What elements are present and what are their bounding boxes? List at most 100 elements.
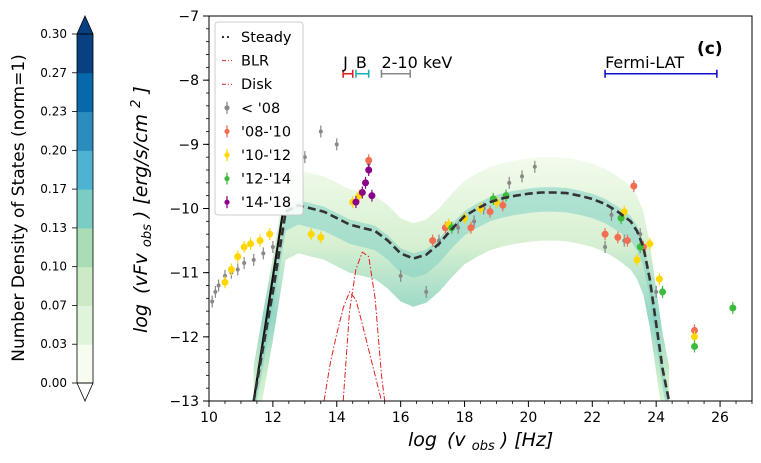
data-point [247, 240, 255, 248]
data-point [623, 237, 631, 245]
legend-label: BLR [241, 54, 269, 70]
x-axis-title-unit: ) [Hz] [499, 429, 554, 451]
colorbar-tick-label: 0.17 [40, 182, 67, 196]
legend-item: '12-'14 [224, 172, 291, 188]
colorbar-extend-bottom [76, 382, 94, 402]
data-point [429, 237, 437, 245]
x-tick-label: 20 [519, 410, 537, 426]
legend-item: Disk [222, 77, 273, 93]
band-label: Fermi-LAT [605, 53, 684, 72]
y-axis-title-sub: obs [140, 224, 155, 247]
y-tick-label: −12 [169, 330, 199, 346]
x-tick-label: 16 [392, 410, 410, 426]
x-tick-label: 22 [583, 410, 601, 426]
data-point [507, 180, 512, 185]
data-point [614, 233, 622, 241]
legend-label: Steady [241, 30, 292, 46]
legend-item: '14-'18 [224, 195, 291, 211]
data-point [486, 208, 494, 216]
legend-item: '08-'10 [224, 124, 291, 140]
data-point [365, 166, 373, 174]
data-point [691, 342, 699, 350]
band-b: B [355, 53, 370, 78]
data-point [499, 201, 507, 209]
data-point [358, 188, 366, 196]
colorbar-tick-label: 0.20 [40, 143, 67, 157]
legend-label: '12-'14 [241, 172, 291, 188]
x-axis-title-main: log [408, 429, 437, 451]
data-point [603, 245, 608, 249]
legend-swatch-marker [224, 128, 230, 134]
colorbar-tick-label: 0.03 [40, 337, 67, 351]
y-axis-title-var: (vFv [130, 252, 152, 294]
x-tick-label: 12 [264, 410, 282, 426]
data-point [221, 278, 229, 286]
colorbar-tick-label: 0.30 [40, 27, 67, 41]
x-tick-label: 10 [200, 410, 218, 426]
legend-item: < '08 [224, 101, 280, 117]
legend-swatch-marker [224, 152, 230, 158]
band-label: B [356, 53, 367, 72]
panel-label: (c) [697, 39, 723, 59]
legend-item: Steady [222, 30, 292, 46]
data-point [251, 257, 256, 262]
y-axis-title: log (vFv obs ) [erg/s/cm 2 ] [123, 86, 156, 333]
y-axis-title-sup: 2 [129, 100, 144, 108]
data-points-layer [210, 125, 737, 353]
colorbar-tick-label: 0.00 [40, 376, 67, 390]
legend-label: '14-'18 [241, 195, 291, 211]
data-point [532, 164, 537, 169]
y-tick-label: −13 [169, 394, 199, 410]
y-tick-label: −7 [178, 9, 199, 25]
colorbar-tick-label: 0.07 [40, 298, 67, 312]
colorbar-segment [77, 266, 93, 306]
data-point [256, 237, 264, 245]
data-point [235, 267, 240, 272]
legend-label: < '08 [241, 101, 280, 117]
data-point [222, 273, 227, 278]
data-point [601, 230, 609, 238]
data-point [317, 233, 325, 241]
data-point [620, 208, 628, 216]
legend-label: '10-'12 [241, 148, 291, 164]
data-point [368, 192, 376, 200]
series--14-18 [352, 164, 376, 209]
colorbar-label: Number Density of States (norm=1) [9, 54, 29, 362]
disk-model-line [342, 251, 386, 401]
x-tick-label: 18 [456, 410, 474, 426]
data-point [630, 182, 638, 190]
colorbar-segment [77, 72, 93, 113]
data-point [227, 265, 235, 273]
colorbar-tick-label: 0.13 [40, 221, 67, 235]
data-point [234, 253, 242, 261]
legend-items: Steady BLR Disk < '08 '08-'10 '10-'12 '12-'14 '… [222, 30, 292, 211]
colorbar: 0.00 0.03 0.07 0.10 0.13 0.17 0.20 0.23 0.27 0.30… [9, 15, 94, 402]
blr-model-line [323, 290, 382, 401]
state-density-band [253, 157, 669, 401]
data-point [240, 243, 248, 251]
colorbar-segment [77, 344, 93, 384]
data-point [398, 273, 403, 278]
y-axis-title-main: log [130, 304, 152, 333]
x-axis-title: log (v obs ) [Hz] [408, 429, 553, 455]
data-point [266, 230, 274, 238]
legend-swatch-marker [224, 199, 230, 205]
band-label: J [342, 53, 348, 72]
data-point [318, 129, 323, 134]
legend-label: '08-'10 [241, 124, 291, 140]
data-point [362, 179, 370, 187]
data-point [467, 224, 475, 232]
y-tick-label: −8 [178, 73, 199, 89]
legend: Steady BLR Disk < '08 '08-'10 '10-'12 '12-'14 '… [214, 21, 304, 216]
legend-item: '10-'12 [224, 148, 291, 164]
data-point [633, 256, 641, 264]
data-point [352, 198, 360, 206]
data-point [210, 299, 215, 304]
x-axis-ticks: 10 12 14 16 18 20 22 24 26 [200, 401, 753, 426]
data-point [659, 288, 667, 296]
band-fermi-lat: Fermi-LAT [604, 53, 718, 78]
data-point [216, 283, 221, 288]
data-point [307, 230, 315, 238]
